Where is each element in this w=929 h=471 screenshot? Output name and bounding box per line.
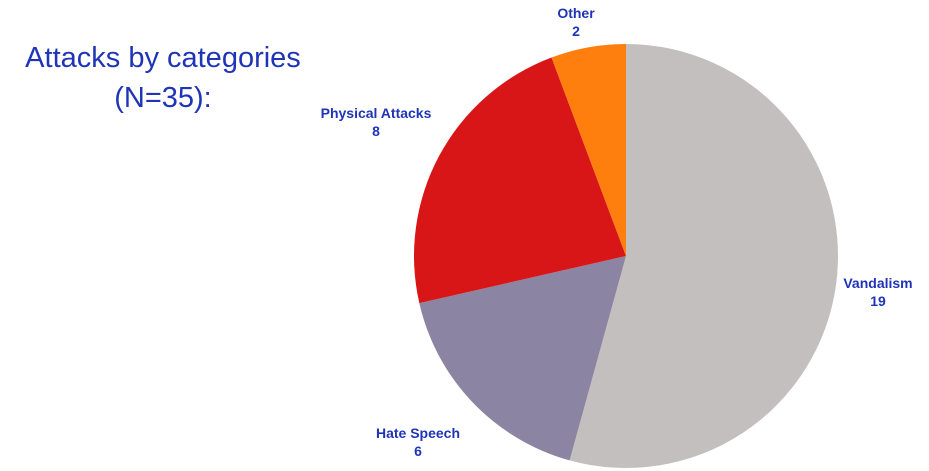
pie-slice-other [551, 44, 626, 256]
slice-label-other: Other [557, 5, 595, 21]
slice-value-hate-speech: 6 [414, 443, 422, 459]
chart-title-text: Attacks by categories [25, 42, 301, 74]
slice-value-vandalism: 19 [870, 293, 886, 309]
chart-title: Attacks by categories (N=35): [8, 38, 318, 118]
pie-slice-vandalism [569, 44, 839, 468]
slice-value-physical-attacks: 8 [372, 123, 380, 139]
slice-value-other: 2 [572, 23, 580, 39]
pie-slice-physical-attacks [414, 57, 626, 304]
slice-label-hate-speech: Hate Speech [376, 425, 460, 441]
pie-slice-hate-speech [419, 256, 626, 461]
pie-slices [414, 44, 839, 468]
chart-subtitle-text: (N=35): [114, 82, 212, 114]
pie-labels: Vandalism 19 Hate Speech 6 Physical Attacks 8… [321, 5, 913, 459]
slice-label-physical-attacks: Physical Attacks [321, 105, 432, 121]
slice-label-vandalism: Vandalism [843, 275, 912, 291]
